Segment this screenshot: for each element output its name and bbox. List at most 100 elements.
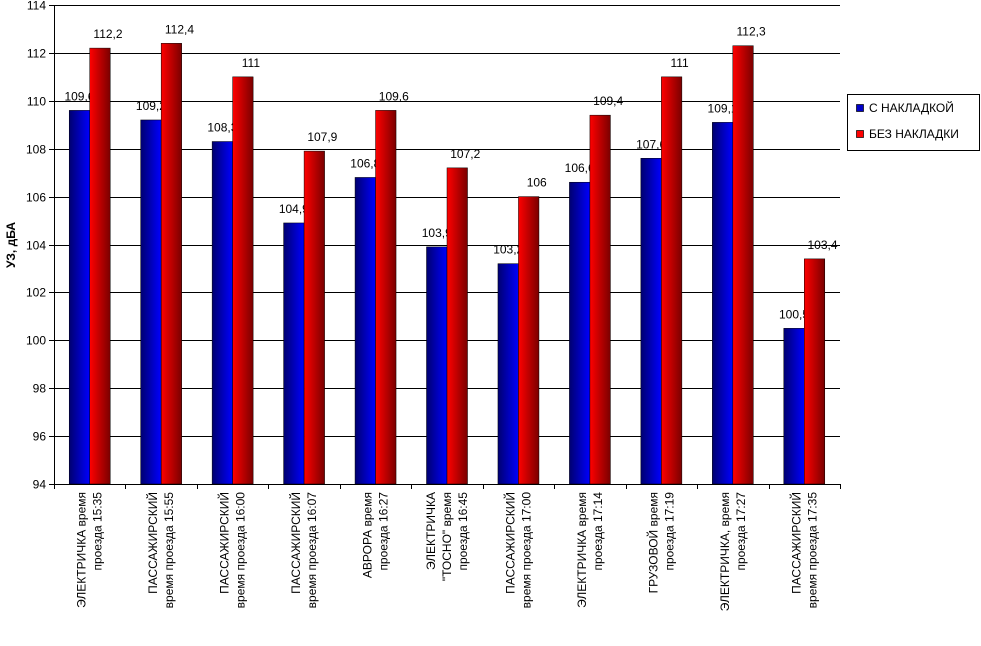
x-tick-label-cat6: ЭЛЕКТРИЧКА "ТОСНО" время проезда 16:45 [424, 492, 470, 581]
x-tick-label-line: проезда 16:45 [456, 492, 470, 571]
data-label-series2-cat1: 112,2 [93, 27, 122, 41]
data-label-series1-cat1: 109,6 [64, 89, 94, 103]
bar-series2-cat10 [732, 45, 754, 485]
data-label-series2-cat7: 106 [527, 176, 547, 190]
data-label-series1-cat2: 109,2 [136, 99, 166, 113]
y-axis-title: УЗ, дБА [4, 222, 18, 268]
bar-series1-cat4 [283, 222, 305, 485]
bar-series2-cat2 [160, 43, 182, 485]
legend-swatch-series-2 [856, 130, 864, 138]
bar-series1-cat6 [426, 246, 448, 485]
x-axis-tick-labels: ЭЛЕКТРИЧКА время проезда 15:35 ПАССАЖИРСКИ… [75, 492, 820, 612]
data-label-series2-cat8: 109,4 [593, 94, 623, 108]
x-tick-label-cat4: ПАССАЖИРСКИЙ время проезда 16:07 [288, 492, 319, 609]
x-tick-label-cat2: ПАССАЖИРСКИЙ время проезда 15:55 [145, 492, 176, 609]
data-label-series2-cat9: 111 [670, 56, 689, 70]
bar-series1-cat2 [140, 119, 162, 485]
x-tick-label-line: проезда 17:19 [662, 492, 676, 571]
y-tick-label: 94 [33, 478, 47, 492]
legend-swatch-series-1 [856, 104, 864, 112]
data-label-series2-cat6: 107,2 [450, 147, 480, 161]
x-tick-label-line: проезда 17:27 [734, 492, 748, 571]
data-label-series2-cat2: 112,4 [165, 22, 194, 36]
x-tick-label-line: ГРУЗОВОЙ время [645, 492, 660, 593]
bar-series2-cat1 [89, 47, 111, 485]
legend-label-series-1: С НАКЛАДКОЙ [869, 100, 954, 115]
x-tick-label-line: ПАССАЖИРСКИЙ [788, 492, 803, 594]
x-tick-label-line: ПАССАЖИРСКИЙ [145, 492, 160, 594]
x-tick-label-cat7: ПАССАЖИРСКИЙ время проезда 17:00 [502, 492, 533, 609]
series-1-bars [68, 110, 805, 485]
y-tick-label: 106 [26, 191, 46, 205]
y-tick-label: 102 [26, 286, 46, 300]
data-label-series2-cat3: 111 [242, 56, 261, 70]
x-tick-label-cat8: ЭЛЕКТРИЧКА время проезда 17:14 [575, 492, 605, 608]
bar-series2-cat7 [518, 196, 540, 485]
data-label-series1-cat3: 108,3 [207, 121, 237, 135]
x-tick-label-line: проезда 16:27 [377, 492, 391, 571]
x-tick-label-cat9: ГРУЗОВОЙ время проезда 17:19 [645, 492, 676, 594]
legend: С НАКЛАДКОЙ БЕЗ НАКЛАДКИ [847, 94, 980, 151]
axes [49, 5, 841, 489]
y-tick-label: 114 [27, 0, 46, 13]
x-tick-label-line: АВРОРА время [361, 492, 375, 578]
series-bars: 109,6 109,2 108,3 104,9 106,8 103,9 103,2 106,6… [64, 22, 838, 485]
x-tick-label-line: ЭЛЕКТРИЧКА время [75, 492, 89, 608]
data-label-series1-cat10: 109,1 [708, 101, 738, 115]
bar-series1-cat1 [68, 110, 90, 485]
data-label-series2-cat5: 109,6 [379, 89, 409, 103]
x-tick-label-line: ПАССАЖИРСКИЙ [288, 492, 303, 594]
bar-series2-cat11 [804, 258, 826, 485]
x-tick-label-cat10: ЭЛЕКТРИЧКА, время проезда 17:27 [718, 492, 748, 612]
x-tick-label-line: "ТОСНО" время [440, 492, 454, 581]
bar-series2-cat9 [661, 76, 683, 485]
series-2-data-labels: 112,2 112,4 111 107,9 109,6 107,2 106 109,4 111 1… [93, 22, 837, 252]
series-2-bars [89, 43, 826, 485]
x-tick-label-line: время проезда 16:07 [305, 492, 319, 609]
bar-series2-cat8 [589, 114, 611, 485]
data-label-series1-cat4: 104,9 [279, 202, 309, 216]
series-1-data-labels: 109,6 109,2 108,3 104,9 106,8 103,9 103,2 106,6… [64, 89, 809, 321]
bar-series1-cat7 [497, 263, 519, 485]
bar-series2-cat6 [446, 167, 468, 485]
data-label-series2-cat11: 103,4 [808, 238, 838, 252]
bar-series2-cat5 [375, 110, 397, 485]
data-label-series1-cat5: 106,8 [350, 156, 380, 170]
data-label-series1-cat7: 103,2 [493, 243, 523, 257]
x-tick-label-line: время проезда 16:00 [234, 492, 248, 609]
legend-frame [847, 94, 980, 151]
y-tick-label: 110 [27, 95, 46, 109]
x-tick-label-line: проезда 15:35 [91, 492, 105, 571]
y-tick-label: 98 [33, 382, 47, 396]
x-tick-label-cat3: ПАССАЖИРСКИЙ время проезда 16:00 [217, 492, 248, 609]
bar-series1-cat9 [640, 158, 662, 485]
x-tick-label-line: время проезда 17:00 [519, 492, 533, 609]
y-axis-tick-labels: 94 96 98 100 102 104 106 108 110 112 114 [26, 0, 46, 492]
y-tick-label: 96 [33, 430, 47, 444]
bar-series1-cat3 [211, 141, 233, 485]
x-tick-label-line: время проезда 17:35 [805, 492, 819, 609]
x-tick-label-line: проезда 17:14 [591, 492, 605, 571]
data-label-series2-cat10: 112,3 [736, 25, 765, 39]
data-label-series1-cat6: 103,9 [422, 226, 452, 240]
bar-series2-cat4 [303, 150, 325, 485]
data-label-series1-cat9: 107,6 [636, 137, 666, 151]
x-tick-label-line: ПАССАЖИРСКИЙ [502, 492, 517, 594]
bar-series1-cat8 [569, 181, 591, 485]
bar-series2-cat3 [232, 76, 254, 485]
bar-series1-cat5 [354, 177, 376, 485]
bar-series1-cat11 [783, 328, 805, 485]
x-tick-label-line: ПАССАЖИРСКИЙ [217, 492, 232, 594]
bar-series1-cat10 [712, 122, 734, 485]
y-tick-label: 108 [26, 143, 46, 157]
x-tick-label-line: время проезда 15:55 [162, 492, 176, 609]
x-tick-label-cat1: ЭЛЕКТРИЧКА время проезда 15:35 [75, 492, 105, 608]
x-tick-label-cat5: АВРОРА время проезда 16:27 [361, 492, 391, 578]
data-label-series1-cat8: 106,6 [565, 161, 595, 175]
x-tick-label-line: ЭЛЕКТРИЧКА [424, 492, 438, 570]
x-tick-label-line: ЭЛЕКТРИЧКА время [575, 492, 589, 608]
x-tick-label-line: ЭЛЕКТРИЧКА, время [718, 492, 732, 611]
y-tick-label: 112 [27, 47, 46, 61]
y-tick-label: 100 [26, 334, 46, 348]
x-tick-label-cat11: ПАССАЖИРСКИЙ время проезда 17:35 [788, 492, 819, 609]
